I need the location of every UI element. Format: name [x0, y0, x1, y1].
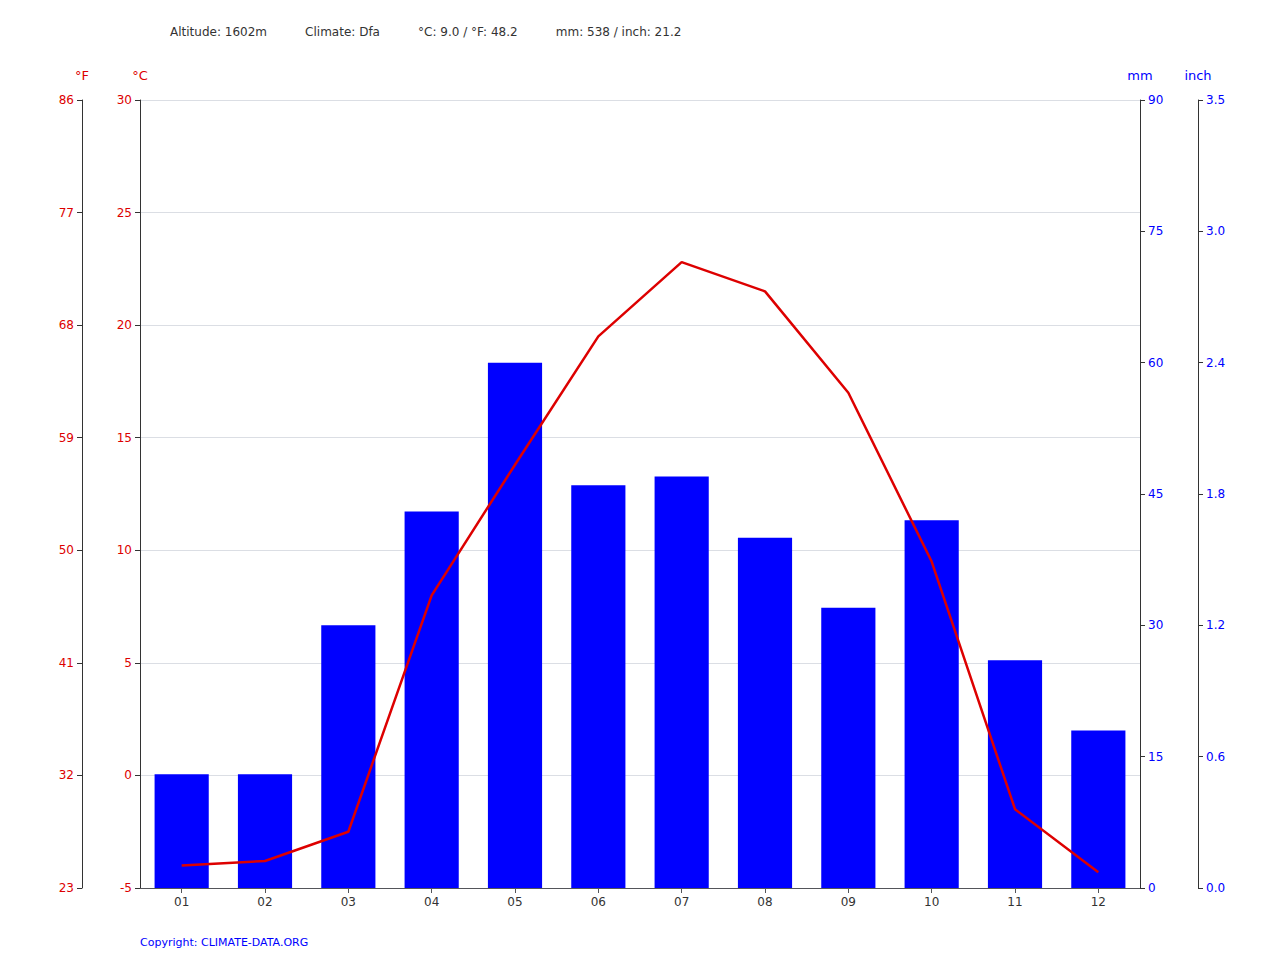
svg-text:15: 15	[117, 431, 132, 445]
svg-text:10: 10	[924, 895, 939, 909]
svg-text:20: 20	[117, 318, 132, 332]
svg-text:06: 06	[591, 895, 606, 909]
svg-text:09: 09	[841, 895, 856, 909]
svg-text:1.8: 1.8	[1206, 487, 1225, 501]
svg-text:41: 41	[59, 656, 74, 670]
svg-text:0: 0	[1148, 881, 1156, 895]
svg-text:30: 30	[1148, 618, 1163, 632]
svg-text:02: 02	[257, 895, 272, 909]
svg-text:32: 32	[59, 768, 74, 782]
svg-text:90: 90	[1148, 93, 1163, 107]
svg-text:05: 05	[507, 895, 522, 909]
svg-text:inch: inch	[1184, 68, 1211, 83]
svg-text:1.2: 1.2	[1206, 618, 1225, 632]
svg-text:10: 10	[117, 543, 132, 557]
svg-text:77: 77	[59, 206, 74, 220]
svg-text:mm: mm	[1127, 68, 1152, 83]
svg-text:30: 30	[117, 93, 132, 107]
svg-text:°F: °F	[75, 68, 89, 83]
svg-text:3.0: 3.0	[1206, 224, 1225, 238]
svg-text:86: 86	[59, 93, 74, 107]
svg-text:0.6: 0.6	[1206, 750, 1225, 764]
svg-text:60: 60	[1148, 356, 1163, 370]
svg-text:75: 75	[1148, 224, 1163, 238]
svg-text:45: 45	[1148, 487, 1163, 501]
svg-text:Altitude: 1602m Clima: Altitude: 1602m Climate: Dfa °C: 9.0 / °…	[170, 25, 681, 39]
svg-text:59: 59	[59, 431, 74, 445]
svg-text:08: 08	[757, 895, 772, 909]
svg-text:0: 0	[124, 768, 132, 782]
svg-text:04: 04	[424, 895, 439, 909]
svg-text:-5: -5	[120, 881, 132, 895]
svg-text:50: 50	[59, 543, 74, 557]
svg-text:°C: °C	[132, 68, 148, 83]
svg-text:0.0: 0.0	[1206, 881, 1225, 895]
svg-text:68: 68	[59, 318, 74, 332]
svg-text:23: 23	[59, 881, 74, 895]
svg-text:07: 07	[674, 895, 689, 909]
svg-text:12: 12	[1091, 895, 1106, 909]
svg-text:3.5: 3.5	[1206, 93, 1225, 107]
svg-text:Copyright: CLIMATE-DATA.ORG: Copyright: CLIMATE-DATA.ORG	[140, 936, 308, 949]
svg-text:11: 11	[1007, 895, 1022, 909]
svg-text:01: 01	[174, 895, 189, 909]
svg-text:03: 03	[341, 895, 356, 909]
svg-text:25: 25	[117, 206, 132, 220]
svg-text:5: 5	[124, 656, 132, 670]
svg-text:15: 15	[1148, 750, 1163, 764]
svg-text:2.4: 2.4	[1206, 356, 1225, 370]
